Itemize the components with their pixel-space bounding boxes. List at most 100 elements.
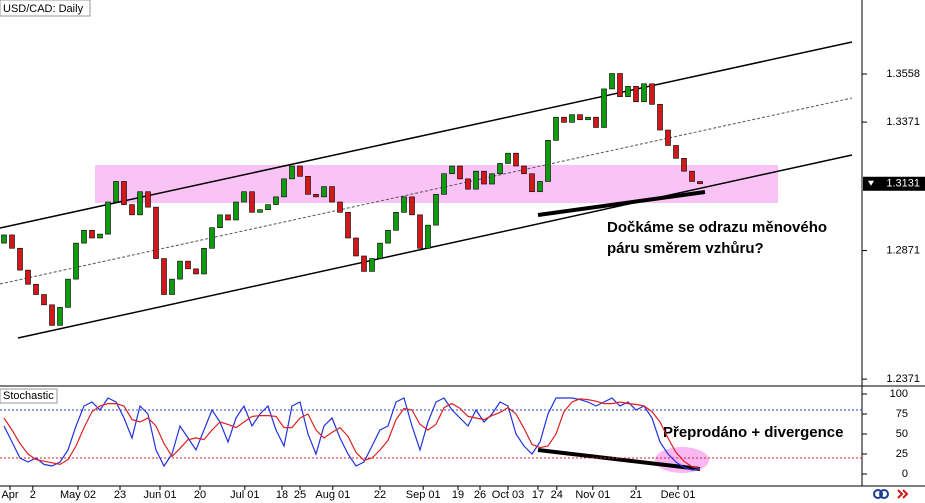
x-tick-label: 18 xyxy=(276,489,288,501)
candle-body xyxy=(465,178,471,190)
x-tick-label: Oct 03 xyxy=(492,489,524,501)
candle-body xyxy=(321,186,327,198)
candle-body xyxy=(633,86,639,103)
candle-body xyxy=(425,224,431,249)
candle-body xyxy=(537,181,543,193)
candle-body xyxy=(177,260,183,280)
candle-body xyxy=(345,211,351,239)
annotation: páru směrem vzhůru? xyxy=(607,240,764,257)
candle-body xyxy=(169,278,175,295)
candle-body xyxy=(193,268,199,275)
candle-body xyxy=(545,140,551,182)
candle-body xyxy=(273,196,279,205)
y-tick-label: 75 xyxy=(896,408,908,420)
candle-body xyxy=(9,234,15,249)
candle-body xyxy=(329,186,335,203)
candle-body xyxy=(497,163,503,175)
candle-body xyxy=(81,229,87,244)
x-tick-label: 20 xyxy=(194,489,206,501)
x-tick-label: Dec 01 xyxy=(661,489,696,501)
candle-body xyxy=(377,242,383,259)
toolbar-icons[interactable] xyxy=(873,489,909,499)
candle-body xyxy=(689,170,695,182)
x-tick-label: 2 xyxy=(30,489,36,501)
x-tick-label: 26 xyxy=(474,489,486,501)
y-tick-label: 100 xyxy=(890,388,908,400)
candle-body xyxy=(561,116,567,123)
y-tick-label: 1.3558 xyxy=(886,68,920,80)
candle-body xyxy=(417,214,423,249)
candle-body xyxy=(481,170,487,185)
last-price-arrow xyxy=(868,180,874,186)
x-tick-label: Aug 01 xyxy=(315,489,350,501)
icon[interactable] xyxy=(897,489,909,499)
candle-body xyxy=(673,145,679,159)
candle-body xyxy=(305,176,311,195)
icon[interactable] xyxy=(879,489,889,499)
divergence-stoch xyxy=(537,448,701,471)
x-tick-label: Nov 01 xyxy=(575,489,610,501)
candle-body xyxy=(185,260,191,270)
candle-body xyxy=(105,201,111,235)
y-tick-label: 0 xyxy=(902,468,908,480)
candle-body xyxy=(49,304,55,326)
x-tick-label: Jul 01 xyxy=(230,489,259,501)
candle-body xyxy=(569,114,575,123)
candle-body xyxy=(457,165,463,180)
candle-body xyxy=(697,181,703,185)
x-tick-label: 22 xyxy=(374,489,386,501)
candle-body xyxy=(25,269,31,285)
candle-body xyxy=(609,73,615,90)
candle-body xyxy=(665,129,671,146)
stochastic-line xyxy=(3,398,701,469)
candle-body xyxy=(681,158,687,172)
candle-body xyxy=(505,152,511,164)
chart-title: USD/CAD: Daily xyxy=(3,3,84,15)
candle-body xyxy=(161,258,167,295)
candle-body xyxy=(521,165,527,175)
y-tick-label: 1.2871 xyxy=(886,244,920,256)
x-tick-label: Jun 01 xyxy=(143,489,176,501)
candle-body xyxy=(529,173,535,193)
divergence-price xyxy=(537,190,706,217)
candle-body xyxy=(601,88,607,128)
candle-body xyxy=(153,206,159,259)
candle-body xyxy=(625,86,631,97)
candle-body xyxy=(593,116,599,128)
candle-body xyxy=(657,104,663,131)
candle-body xyxy=(17,247,23,271)
candle-body xyxy=(217,214,223,229)
icon[interactable] xyxy=(873,489,883,499)
candle-body xyxy=(553,116,559,141)
candle-body xyxy=(145,191,151,208)
candle-body xyxy=(369,258,375,272)
channel-lower xyxy=(17,154,853,339)
annotation: Dočkáme se odrazu měnového xyxy=(607,219,827,236)
candle-body xyxy=(289,165,295,180)
candle-body xyxy=(313,193,319,198)
candle-body xyxy=(281,178,287,198)
candle-body xyxy=(201,247,207,275)
y-tick-label: 50 xyxy=(896,428,908,440)
candle-body xyxy=(233,201,239,221)
candle-body xyxy=(577,114,583,121)
title-box xyxy=(0,388,58,404)
x-tick-label: Apr xyxy=(1,489,18,501)
candle-body xyxy=(73,242,79,280)
x-tick-label: 23 xyxy=(114,489,126,501)
candle-body xyxy=(97,233,103,239)
candle-body xyxy=(121,181,127,205)
last-price-box xyxy=(863,176,925,191)
candle-body xyxy=(89,229,95,239)
candle-body xyxy=(433,193,439,226)
x-tick-label: Sep 01 xyxy=(406,489,441,501)
candle-body xyxy=(33,283,39,295)
candle-body xyxy=(641,83,647,103)
candle-body xyxy=(409,196,415,216)
candle-body xyxy=(257,209,263,213)
stochastic-line xyxy=(3,397,701,471)
x-tick-label: 17 xyxy=(532,489,544,501)
title-box xyxy=(0,0,91,17)
candle-body xyxy=(353,237,359,257)
candle-body xyxy=(393,211,399,231)
